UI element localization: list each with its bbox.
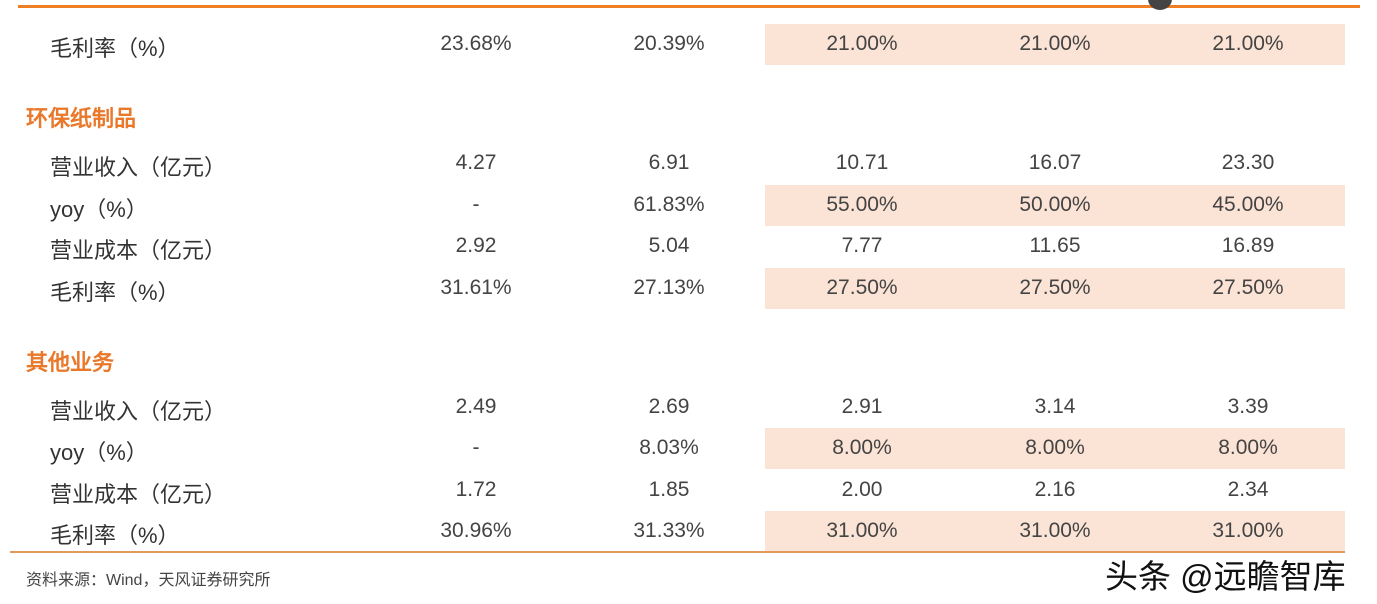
table-row: yoy（%） - 61.83% 55.00% 50.00% 45.00% xyxy=(0,185,1377,227)
forecast-highlight xyxy=(765,24,1345,65)
table-cell: 50.00% xyxy=(1019,193,1091,216)
table-cell: 21.00% xyxy=(826,32,898,55)
table-row: 毛利率（%） 30.96% 31.33% 31.00% 31.00% 31.00% xyxy=(0,511,1377,553)
row-label: 营业收入（亿元） xyxy=(50,155,227,180)
table-cell: 27.50% xyxy=(826,276,898,299)
table-cell: 8.00% xyxy=(832,436,892,459)
table-cell: 23.68% xyxy=(440,32,512,55)
table-cell: - xyxy=(472,436,480,459)
table-cell: 16.89 xyxy=(1221,234,1275,257)
table-row: 毛利率（%） 31.61% 27.13% 27.50% 27.50% 27.50% xyxy=(0,268,1377,310)
table-cell: 31.00% xyxy=(1212,519,1284,542)
table-cell: 27.50% xyxy=(1212,276,1284,299)
table-cell: 31.00% xyxy=(826,519,898,542)
row-label: 毛利率（%） xyxy=(50,523,180,548)
row-label: 毛利率（%） xyxy=(50,280,180,305)
table-cell: 61.83% xyxy=(633,193,705,216)
table-cell: 2.00 xyxy=(841,478,883,501)
table-row: 毛利率（%） 23.68% 20.39% 21.00% 21.00% 21.00% xyxy=(0,24,1377,66)
forecast-highlight xyxy=(765,268,1345,309)
table-cell: 2.16 xyxy=(1034,478,1076,501)
bottom-divider xyxy=(10,551,1345,553)
table-cell: 4.27 xyxy=(455,151,497,174)
table-cell: 55.00% xyxy=(826,193,898,216)
table-cell: 27.50% xyxy=(1019,276,1091,299)
table-cell: - xyxy=(472,193,480,216)
table-cell: 31.61% xyxy=(440,276,512,299)
table-cell: 10.71 xyxy=(835,151,889,174)
row-label: yoy（%） xyxy=(50,197,148,222)
table-cell: 21.00% xyxy=(1019,32,1091,55)
top-divider xyxy=(18,5,1360,8)
table-cell: 31.33% xyxy=(633,519,705,542)
logo-icon xyxy=(1148,0,1172,10)
table-cell: 1.72 xyxy=(455,478,497,501)
table-cell: 3.14 xyxy=(1034,395,1076,418)
table-cell: 7.77 xyxy=(841,234,883,257)
table-cell: 31.00% xyxy=(1019,519,1091,542)
row-label: 营业收入（亿元） xyxy=(50,399,227,424)
table-row: 营业成本（亿元） 2.92 5.04 7.77 11.65 16.89 xyxy=(0,226,1377,268)
table-cell: 21.00% xyxy=(1212,32,1284,55)
source-note: 资料来源：Wind，天风证券研究所 xyxy=(26,572,271,589)
table-cell: 23.30 xyxy=(1221,151,1275,174)
table-row: 营业收入（亿元） 4.27 6.91 10.71 16.07 23.30 xyxy=(0,143,1377,185)
table-cell: 11.65 xyxy=(1029,234,1081,257)
table-cell: 8.00% xyxy=(1218,436,1278,459)
row-label: 毛利率（%） xyxy=(50,36,180,61)
table-row: yoy（%） - 8.03% 8.00% 8.00% 8.00% xyxy=(0,428,1377,470)
table-cell: 8.03% xyxy=(639,436,699,459)
table-row: 营业收入（亿元） 2.49 2.69 2.91 3.14 3.39 xyxy=(0,387,1377,429)
section-header: 环保纸制品 xyxy=(26,106,137,131)
table-cell: 3.39 xyxy=(1227,395,1269,418)
table-cell: 2.69 xyxy=(648,395,690,418)
table-cell: 6.91 xyxy=(648,151,690,174)
section-header: 其他业务 xyxy=(26,350,115,375)
table-cell: 1.85 xyxy=(648,478,690,501)
table-cell: 16.07 xyxy=(1028,151,1082,174)
table-cell: 45.00% xyxy=(1212,193,1284,216)
forecast-highlight xyxy=(765,511,1345,552)
row-label: 营业成本（亿元） xyxy=(50,238,227,263)
table-cell: 8.00% xyxy=(1025,436,1085,459)
table-cell: 5.04 xyxy=(648,234,690,257)
row-label: yoy（%） xyxy=(50,440,148,465)
row-label: 营业成本（亿元） xyxy=(50,482,227,507)
table-cell: 20.39% xyxy=(633,32,705,55)
table-cell: 2.49 xyxy=(455,395,497,418)
table-cell: 2.92 xyxy=(455,234,497,257)
table-cell: 27.13% xyxy=(633,276,705,299)
table-row: 营业成本（亿元） 1.72 1.85 2.00 2.16 2.34 xyxy=(0,470,1377,512)
forecast-highlight xyxy=(765,185,1345,226)
forecast-highlight xyxy=(765,428,1345,469)
table-cell: 30.96% xyxy=(440,519,512,542)
table-cell: 2.34 xyxy=(1227,478,1269,501)
watermark: 头条 @远瞻智库 xyxy=(1105,558,1346,595)
table-cell: 2.91 xyxy=(841,395,883,418)
